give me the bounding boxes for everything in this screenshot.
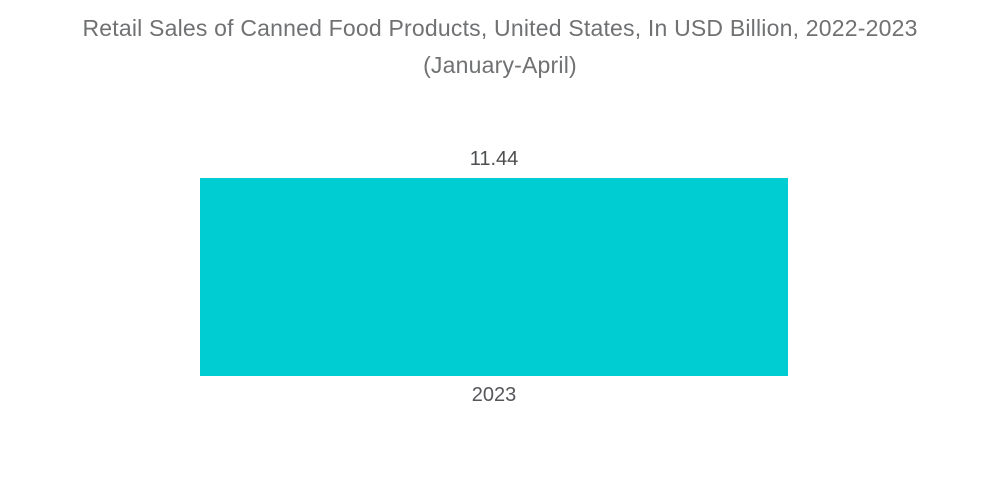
chart-subtitle: (January-April) [423, 52, 577, 78]
chart-title: Retail Sales of Canned Food Products, Un… [82, 15, 918, 41]
category-label-2023: 2023 [471, 384, 517, 406]
bar-2023 [200, 177, 788, 376]
bar-value-label: 11.44 [469, 147, 519, 170]
chart-title-block: Retail Sales of Canned Food Products, Un… [0, 10, 1000, 84]
plot-area: 11.44 [200, 148, 788, 376]
